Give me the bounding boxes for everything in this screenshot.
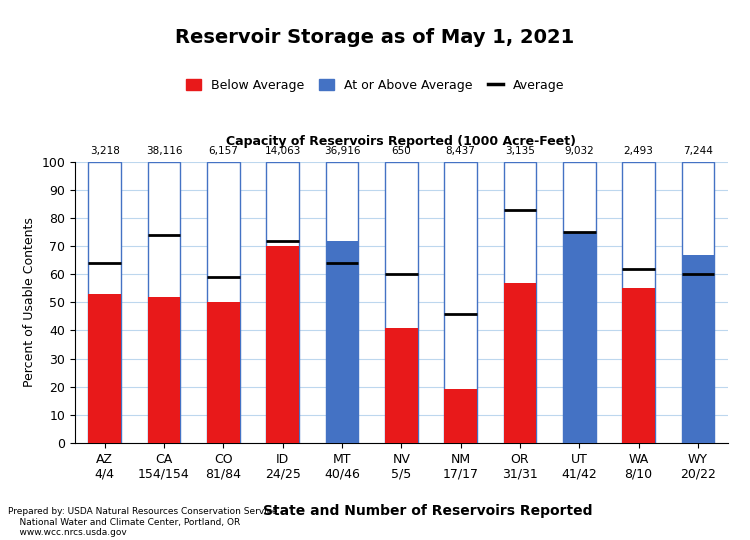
Bar xyxy=(148,162,180,443)
Bar xyxy=(385,162,418,443)
Text: 3,218: 3,218 xyxy=(90,146,119,157)
Text: 14,063: 14,063 xyxy=(265,146,301,157)
Bar xyxy=(207,162,239,443)
Bar xyxy=(563,162,596,443)
Bar xyxy=(622,162,655,443)
Bar xyxy=(385,328,418,443)
Bar xyxy=(266,162,299,443)
Text: Reservoir Storage as of May 1, 2021: Reservoir Storage as of May 1, 2021 xyxy=(176,28,574,48)
Bar xyxy=(88,162,121,443)
Text: 36,916: 36,916 xyxy=(324,146,360,157)
Y-axis label: Percent of Usable Contents: Percent of Usable Contents xyxy=(22,218,36,387)
Bar xyxy=(444,162,477,443)
Bar xyxy=(88,294,121,443)
Bar xyxy=(682,255,714,443)
Bar xyxy=(503,283,536,443)
Bar xyxy=(682,162,714,443)
Legend: Below Average, At or Above Average, Average: Below Average, At or Above Average, Aver… xyxy=(181,74,569,97)
Text: 38,116: 38,116 xyxy=(146,146,182,157)
Text: 3,135: 3,135 xyxy=(505,146,535,157)
Bar xyxy=(326,162,358,443)
Text: 6,157: 6,157 xyxy=(209,146,238,157)
Bar xyxy=(503,162,536,443)
Bar xyxy=(622,288,655,443)
Text: State and Number of Reservoirs Reported: State and Number of Reservoirs Reported xyxy=(262,504,592,518)
Text: 8,437: 8,437 xyxy=(446,146,476,157)
Text: Capacity of Reservoirs Reported (1000 Acre-Feet): Capacity of Reservoirs Reported (1000 Ac… xyxy=(226,136,576,148)
Bar xyxy=(444,389,477,443)
Text: 650: 650 xyxy=(392,146,411,157)
Text: Prepared by: USDA Natural Resources Conservation Service
    National Water and : Prepared by: USDA Natural Resources Cons… xyxy=(8,508,277,537)
Text: 2,493: 2,493 xyxy=(623,146,653,157)
Text: 9,032: 9,032 xyxy=(564,146,594,157)
Bar xyxy=(563,232,596,443)
Bar xyxy=(266,246,299,443)
Bar xyxy=(207,302,239,443)
Text: 7,244: 7,244 xyxy=(683,146,712,157)
Bar xyxy=(148,297,180,443)
Bar xyxy=(326,241,358,443)
